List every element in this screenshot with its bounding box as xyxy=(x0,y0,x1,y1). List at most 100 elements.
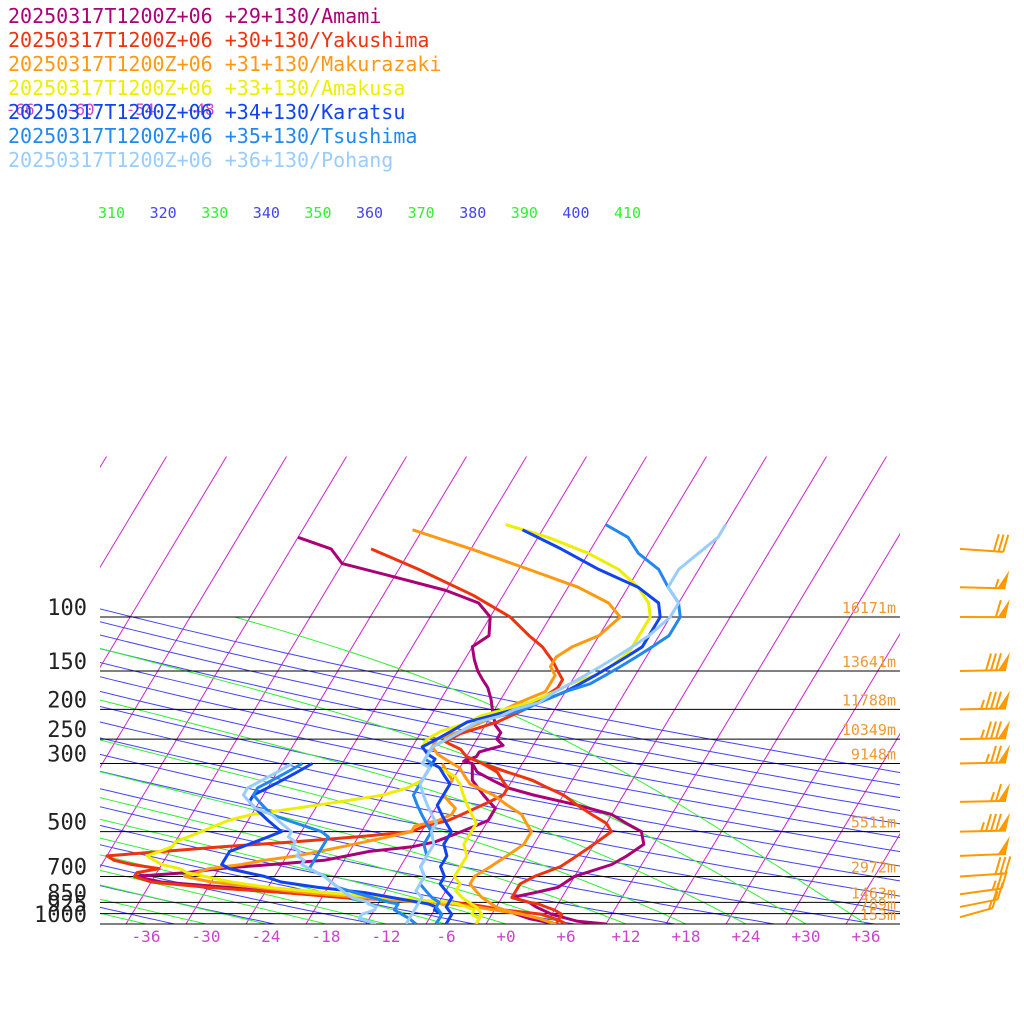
wind-barb xyxy=(959,720,1010,741)
wind-barb xyxy=(959,890,999,919)
wind-barb-half-flag xyxy=(980,699,985,710)
isotherm-line xyxy=(605,456,887,924)
wind-barb-flag xyxy=(990,745,997,764)
wind-barb-half-flag xyxy=(980,821,985,832)
temperature-tick-label: +12 xyxy=(612,927,641,946)
pressure-label: 150 xyxy=(47,650,87,675)
wind-barb-pennant xyxy=(998,652,1010,671)
wind-barb xyxy=(959,812,1010,833)
wind-barb-flag xyxy=(996,882,1004,900)
wind-barb-flag xyxy=(990,691,997,710)
wind-barb-half-flag xyxy=(980,729,985,740)
wind-barb-pennant xyxy=(997,570,1010,589)
wind-barb xyxy=(959,782,1010,803)
isotherm-line xyxy=(100,456,227,669)
wind-barb xyxy=(959,570,1010,590)
wind-barb-flag xyxy=(997,534,1005,552)
theta-label: 320 xyxy=(150,204,177,222)
isotherm-line xyxy=(845,833,900,924)
temperature-profile-line xyxy=(297,535,646,924)
isotherm-line xyxy=(785,733,900,924)
dry-adiabat-line xyxy=(100,753,900,913)
legend-entry: 20250317T1200Z+06 +33+130/Amakusa xyxy=(8,76,405,100)
temperature-tick-label: +18 xyxy=(672,927,701,946)
wind-barb-half-flag xyxy=(990,791,995,802)
dewpoint-profile-line xyxy=(145,762,481,924)
wind-barb xyxy=(959,690,1010,711)
wind-barb-pennant xyxy=(997,599,1010,618)
pressure-label: 500 xyxy=(47,811,87,836)
wind-barb-half-flag xyxy=(991,880,997,891)
dry-adiabat-line xyxy=(100,621,900,786)
wind-barb-flag xyxy=(990,653,997,671)
isotherm-line xyxy=(100,456,167,569)
theta-label: 330 xyxy=(201,204,228,222)
wind-barb-flag xyxy=(995,691,1002,709)
wind-barb-half-flag xyxy=(988,899,993,910)
pressure-label: 100 xyxy=(47,596,87,621)
wind-barb-pennant xyxy=(998,720,1010,739)
temperature-tick-label: -12 xyxy=(372,927,401,946)
theta-label: 400 xyxy=(562,204,589,222)
wind-barb xyxy=(959,856,1012,878)
pressure-label: 300 xyxy=(47,742,87,767)
wind-barb-staff xyxy=(959,907,993,919)
top-temperature-label: -54 xyxy=(126,100,155,119)
wind-barb-pennant xyxy=(998,782,1010,802)
legend-entry: 20250317T1200Z+06 +35+130/Tsushima xyxy=(8,124,417,148)
wind-barb-flag xyxy=(985,813,992,832)
top-temperature-label: -48 xyxy=(186,100,215,119)
height-label: 9148m xyxy=(851,745,896,763)
wind-barbs xyxy=(959,533,1012,919)
wind-barb-flag xyxy=(995,783,1002,802)
pressure-label: 700 xyxy=(47,855,87,880)
dry-adiabat-line xyxy=(100,864,375,924)
dry-adiabat-line xyxy=(100,634,900,799)
wind-barb-flag xyxy=(985,721,992,739)
top-temperature-label: -66 xyxy=(6,100,35,119)
height-label: 11788m xyxy=(842,691,896,709)
wind-barb-flag xyxy=(990,721,997,739)
wind-barb xyxy=(959,835,1010,857)
wind-barb-pennant xyxy=(998,812,1010,831)
legend-entry: 20250317T1200Z+06 +36+130/Pohang xyxy=(8,148,393,172)
wind-barb xyxy=(959,652,1010,673)
legend-entry: 20250317T1200Z+06 +30+130/Yakushima xyxy=(8,28,429,52)
isotherm-line xyxy=(100,456,287,769)
temperature-tick-label: +0 xyxy=(496,927,515,946)
isotherm-line xyxy=(100,456,347,869)
height-label: 1463m xyxy=(851,884,896,902)
wind-barb-flag xyxy=(995,813,1002,832)
isotherm-line xyxy=(545,456,827,924)
wind-barb-flag xyxy=(985,691,992,710)
dry-adiabat-line xyxy=(100,705,900,867)
wind-barb-staff xyxy=(959,852,1006,857)
wind-barb-flag xyxy=(1002,534,1010,553)
temperature-tick-label: -6 xyxy=(436,927,455,946)
wind-barb-flag xyxy=(990,813,997,832)
pressure-label: 850 xyxy=(47,881,87,906)
wind-barb-flag xyxy=(995,745,1002,764)
wind-barb-flag xyxy=(992,882,1000,901)
temperature-profile-line xyxy=(420,528,662,924)
dry-adiabat-line xyxy=(100,648,900,812)
temperature-profile-line xyxy=(404,523,727,924)
height-label: 5511m xyxy=(851,814,896,832)
temperature-tick-label: -18 xyxy=(312,927,341,946)
temperature-tick-label: +36 xyxy=(852,927,881,946)
height-label: 789m xyxy=(860,896,896,914)
legend-entry: 20250317T1200Z+06 +34+130/Karatsu xyxy=(8,100,405,124)
wind-barb-flag xyxy=(994,599,1002,618)
pressure-label: 1000 xyxy=(34,903,87,928)
dry-adiabat-line xyxy=(100,690,900,853)
wind-barb xyxy=(959,533,1010,553)
dry-adiabat-line xyxy=(100,676,900,839)
dry-adiabat-line xyxy=(100,662,900,825)
height-label: 2972m xyxy=(851,858,896,876)
top-temperature-label: -60 xyxy=(66,100,95,119)
isotherm-line xyxy=(725,633,900,924)
theta-label: 360 xyxy=(356,204,383,222)
temperature-profile-line xyxy=(412,528,622,924)
isotherm-line xyxy=(0,456,47,924)
theta-label: 350 xyxy=(304,204,331,222)
